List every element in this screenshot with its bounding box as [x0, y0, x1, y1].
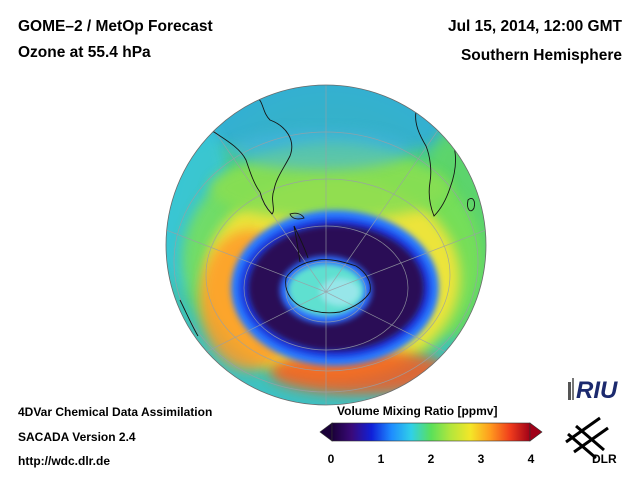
forecast-date: Jul 15, 2014, 12:00 GMT	[447, 18, 622, 35]
coast-antarctic-peninsula	[293, 225, 309, 263]
globe-outline	[165, 84, 487, 406]
hemisphere-label: Southern Hemisphere	[460, 47, 622, 64]
colorbar-tick-1: 1	[377, 452, 385, 466]
graticule	[166, 85, 486, 405]
dlr-logo	[565, 416, 609, 460]
map-title-line1: GOME–2 / MetOp Forecast	[18, 18, 213, 35]
pole-center-light	[320, 278, 360, 306]
riu-logo: RIU	[568, 377, 618, 404]
coast-australia-edge	[179, 299, 199, 337]
footer-version: SACADA Version 2.4	[18, 430, 136, 444]
colorbar-arrow-left	[319, 422, 333, 442]
coast-madagascar	[467, 197, 475, 212]
colorbar-tick-3: 3	[477, 452, 485, 466]
svg-text:RIU: RIU	[576, 377, 618, 404]
colorbar-title: Volume Mixing Ratio [ppmv]	[337, 404, 498, 418]
coast-tierra-del-fuego	[289, 212, 305, 220]
collar-green-north	[210, 156, 450, 220]
colorbar-tick-0: 0	[327, 452, 335, 466]
colorbar-arrow-right	[529, 422, 543, 442]
collar-blue-north	[230, 130, 410, 170]
colorbar	[319, 422, 543, 442]
colorbar-tick-4: 4	[527, 452, 535, 466]
colorbar-tick-2: 2	[427, 452, 435, 466]
coast-antarctica	[285, 259, 371, 314]
coast-south-america	[197, 95, 293, 215]
footer-method: 4DVar Chemical Data Assimilation	[18, 405, 213, 419]
colorbar-body	[331, 422, 531, 442]
footer-url[interactable]: http://wdc.dlr.de	[18, 454, 110, 468]
dlr-logo-text: DLR	[592, 452, 617, 466]
map-title-line2: Ozone at 55.4 hPa	[18, 44, 151, 61]
